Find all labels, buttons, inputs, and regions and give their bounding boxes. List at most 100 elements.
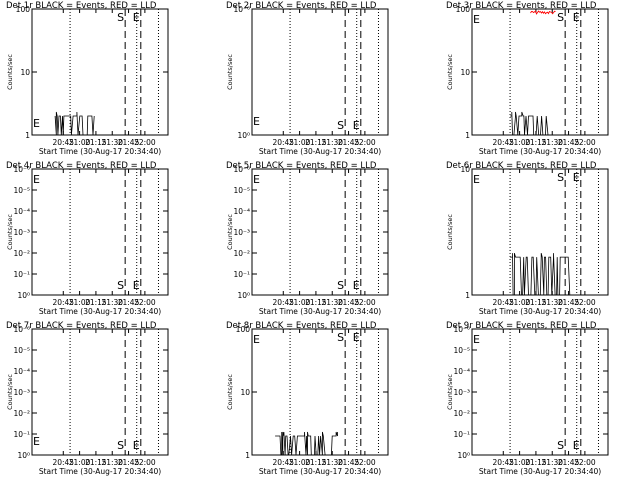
y-tick-label: 10⁻³ (13, 228, 30, 237)
x-tick-label: 21:15 (525, 298, 547, 307)
x-tick-label: 22:00 (134, 298, 156, 307)
x-tick-label: 21:15 (85, 138, 107, 147)
x-tick-label: 20:45 (52, 138, 74, 147)
panel-p3: Det 4r BLACK = Events, RED = LLD 10⁰ 10⁻¹ 1… (6, 161, 169, 316)
end-marker: E (353, 279, 360, 292)
plot-frame (471, 168, 609, 296)
x-tick-label: 21:45 (118, 458, 140, 467)
x-tick-label: 21:30 (101, 298, 123, 307)
start-marker: S (337, 331, 344, 344)
x-tick-label: 20:45 (492, 298, 514, 307)
panel-title: Det 7r BLACK = Events, RED = LLD (6, 321, 157, 331)
edge-marker: E (253, 333, 260, 346)
panel-p5: Det 6r BLACK = Events, RED = LLD 1 10 Count… (446, 161, 609, 316)
y-tick-label: 1 (245, 451, 250, 460)
y-tick-label: 1 (25, 131, 30, 140)
y-tick-label: 10⁰ (457, 451, 470, 460)
y-tick-label: 10⁻³ (453, 388, 470, 397)
y-tick-label: 10⁻⁴ (233, 207, 250, 216)
edge-marker: E (33, 117, 40, 130)
x-tick-label: 21:00 (289, 458, 311, 467)
plot-frame (471, 8, 609, 136)
x-tick-label: 21:15 (85, 298, 107, 307)
x-tick-label: 21:45 (338, 138, 360, 147)
panel-title: Det 5r BLACK = Events, RED = LLD (226, 161, 377, 171)
plot-frame (251, 328, 389, 456)
y-tick-label: 10⁻⁶ (13, 165, 30, 174)
y-tick-label: 10⁻³ (13, 388, 30, 397)
events-trace (510, 111, 549, 136)
y-tick-label: 10 (460, 165, 470, 174)
y-tick-label: 10 (460, 68, 470, 77)
end-marker: E (573, 171, 580, 184)
x-tick-label: 20:45 (272, 138, 294, 147)
y-tick-label: 10⁻² (13, 249, 30, 258)
y-axis-label: Counts/sec (446, 54, 454, 90)
lld-trace (530, 10, 556, 15)
x-tick-label: 22:00 (574, 138, 596, 147)
x-tick-label: 21:30 (321, 458, 343, 467)
plot-frame (251, 168, 389, 296)
panel-p6: Det 7r BLACK = Events, RED = LLD 10⁰ 10⁻¹ 1… (6, 321, 169, 476)
x-tick-label: 21:15 (305, 458, 327, 467)
panel-title: Det 4r BLACK = Events, RED = LLD (6, 161, 157, 171)
panel-p0: Det 1r BLACK = Events, RED = LLD 1 10 100 Co… (6, 1, 169, 156)
x-tick-label: 22:00 (134, 138, 156, 147)
edge-marker: E (473, 173, 480, 186)
y-tick-label: 10⁻¹ (13, 270, 30, 279)
panel-title: Det 3r BLACK = Events, RED = LLD (446, 1, 597, 11)
x-tick-label: 21:00 (289, 138, 311, 147)
x-axis-label: Start Time (30-Aug-17 20:34:40) (259, 467, 381, 476)
x-tick-label: 21:00 (289, 298, 311, 307)
end-marker: E (573, 11, 580, 24)
x-tick-label: 21:15 (85, 458, 107, 467)
y-tick-label: 10⁻¹ (453, 430, 470, 439)
edge-marker: E (253, 115, 260, 128)
x-tick-label: 21:30 (321, 298, 343, 307)
x-tick-label: 22:00 (574, 458, 596, 467)
y-tick-label: 10⁻⁴ (453, 367, 470, 376)
x-tick-label: 21:45 (558, 138, 580, 147)
panel-p2: Det 3r BLACK = Events, RED = LLD 1 10 100 Co… (446, 1, 609, 156)
plot-frame (31, 168, 169, 296)
panel-p8: Det 9r BLACK = Events, RED = LLD 10⁰ 10⁻¹ 1… (446, 321, 609, 476)
x-tick-label: 21:15 (525, 458, 547, 467)
x-axis-label: Start Time (30-Aug-17 20:34:40) (39, 307, 161, 316)
y-tick-label: 100 (16, 5, 31, 14)
x-tick-label: 21:00 (509, 298, 531, 307)
x-tick-label: 21:15 (305, 138, 327, 147)
y-tick-label: 10⁻⁴ (13, 207, 30, 216)
plot-frame (31, 8, 169, 136)
y-axis-label: Counts/sec (226, 374, 234, 410)
y-axis-label: Counts/sec (226, 214, 234, 250)
x-tick-label: 21:00 (69, 458, 91, 467)
x-tick-label: 20:45 (492, 458, 514, 467)
edge-marker: E (253, 173, 260, 186)
x-tick-label: 22:00 (354, 458, 376, 467)
events-trace (54, 111, 95, 136)
x-tick-label: 20:45 (52, 458, 74, 467)
y-tick-label: 10⁻⁵ (13, 186, 30, 195)
x-tick-label: 21:15 (305, 298, 327, 307)
x-axis-label: Start Time (30-Aug-17 20:34:40) (259, 307, 381, 316)
x-tick-label: 21:45 (338, 458, 360, 467)
x-tick-label: 21:00 (69, 138, 91, 147)
x-tick-label: 22:00 (134, 458, 156, 467)
y-tick-label: 10⁻⁵ (13, 346, 30, 355)
x-axis-label: Start Time (30-Aug-17 20:34:40) (479, 307, 601, 316)
end-marker: E (353, 331, 360, 344)
start-marker: S (557, 11, 564, 24)
x-tick-label: 20:45 (52, 298, 74, 307)
panel-title: Det 2r BLACK = Events, RED = LLD (226, 1, 377, 11)
y-tick-label: 10⁻⁶ (233, 5, 250, 14)
panel-title: Det 6r BLACK = Events, RED = LLD (446, 161, 597, 171)
x-tick-label: 21:45 (558, 458, 580, 467)
y-tick-label: 10 (20, 68, 30, 77)
x-tick-label: 20:45 (272, 458, 294, 467)
end-marker: E (133, 11, 140, 24)
x-tick-label: 21:45 (558, 298, 580, 307)
y-tick-label: 10⁻¹ (233, 270, 250, 279)
y-tick-label: 10⁻² (13, 409, 30, 418)
y-axis-label: Counts/sec (226, 54, 234, 90)
